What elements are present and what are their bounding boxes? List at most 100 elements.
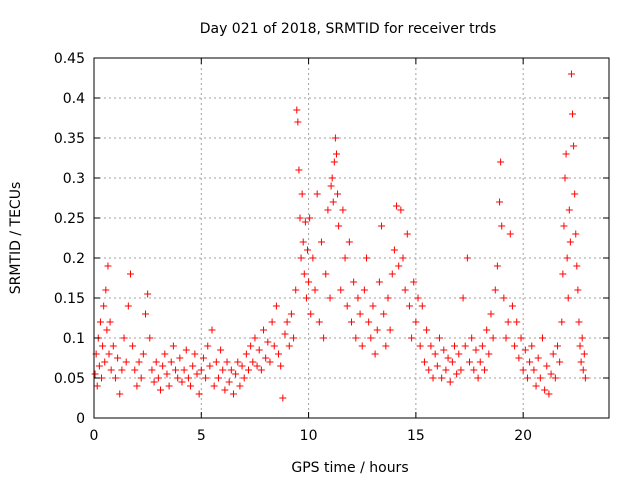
data-point [521, 346, 529, 354]
data-point [298, 190, 306, 198]
data-point [581, 374, 589, 382]
data-point [152, 358, 160, 366]
data-point [279, 394, 287, 402]
data-point [189, 362, 197, 370]
data-point [217, 346, 225, 354]
data-point [311, 286, 319, 294]
data-point [435, 334, 443, 342]
data-point [572, 230, 580, 238]
data-point [371, 350, 379, 358]
data-point [208, 326, 216, 334]
data-point [131, 366, 139, 374]
data-point [229, 390, 237, 398]
data-point [564, 294, 572, 302]
data-point [574, 286, 582, 294]
data-point [238, 362, 246, 370]
data-point [487, 310, 495, 318]
data-point [251, 334, 259, 342]
data-point [536, 374, 544, 382]
data-point [262, 354, 270, 362]
data-point [497, 158, 505, 166]
data-point [96, 318, 104, 326]
data-point [122, 358, 130, 366]
data-point [199, 354, 207, 362]
data-point [167, 358, 175, 366]
data-point [206, 362, 214, 370]
data-point [104, 262, 112, 270]
data-point [294, 118, 302, 126]
data-point [102, 286, 110, 294]
data-point [578, 334, 586, 342]
data-point [561, 174, 569, 182]
data-point [331, 134, 339, 142]
data-point [111, 374, 119, 382]
data-point [193, 370, 201, 378]
data-point [118, 366, 126, 374]
data-point [433, 362, 441, 370]
data-point [575, 318, 583, 326]
data-point [292, 286, 300, 294]
chart-title: Day 021 of 2018, SRMTID for receiver trd… [200, 21, 497, 37]
data-point [431, 350, 439, 358]
data-point [142, 310, 149, 318]
x-tick-label: 20 [514, 428, 532, 444]
data-point [328, 174, 336, 182]
data-point [508, 302, 516, 310]
axis-ticks [93, 57, 609, 419]
data-point [425, 366, 433, 374]
data-point [388, 270, 396, 278]
data-point [378, 222, 386, 230]
data-point [382, 342, 390, 350]
data-point [559, 270, 567, 278]
data-point [513, 318, 521, 326]
data-point [496, 198, 504, 206]
data-point [571, 190, 579, 198]
data-point [466, 358, 474, 366]
y-tick-label: 0.05 [54, 371, 85, 387]
x-tick-label: 15 [407, 428, 425, 444]
data-point [163, 370, 171, 378]
data-point [502, 334, 510, 342]
data-point [165, 382, 173, 390]
data-point [511, 342, 519, 350]
data-point [124, 302, 132, 310]
data-point [232, 370, 240, 378]
data-point [365, 318, 373, 326]
data-point [358, 342, 366, 350]
grid-lines [94, 58, 609, 418]
data-point [390, 246, 398, 254]
data-point [551, 374, 559, 382]
data-point [309, 254, 317, 262]
data-point [468, 334, 476, 342]
data-point [212, 358, 220, 366]
y-tick-label: 0.35 [54, 131, 85, 147]
data-point [545, 390, 553, 398]
y-tick-label: 0.2 [63, 251, 85, 267]
y-tick-label: 0.25 [54, 211, 85, 227]
data-point [414, 294, 422, 302]
data-point [307, 310, 315, 318]
data-point [105, 350, 113, 358]
data-point [461, 342, 469, 350]
data-point [549, 350, 557, 358]
data-point [566, 238, 574, 246]
data-point [474, 374, 482, 382]
x-tick-label: 10 [300, 428, 318, 444]
data-point [455, 350, 463, 358]
data-point [337, 286, 345, 294]
data-point [332, 150, 340, 158]
data-point [255, 346, 263, 354]
data-point [234, 358, 242, 366]
data-point [240, 374, 248, 382]
data-point [538, 334, 546, 342]
data-point [481, 366, 489, 374]
data-point [446, 378, 454, 386]
data-point [367, 334, 375, 342]
data-point [408, 334, 416, 342]
data-point [327, 182, 335, 190]
data-point [472, 346, 480, 354]
data-point [420, 358, 428, 366]
data-point [268, 318, 276, 326]
data-point [197, 366, 205, 374]
data-point [554, 342, 561, 350]
